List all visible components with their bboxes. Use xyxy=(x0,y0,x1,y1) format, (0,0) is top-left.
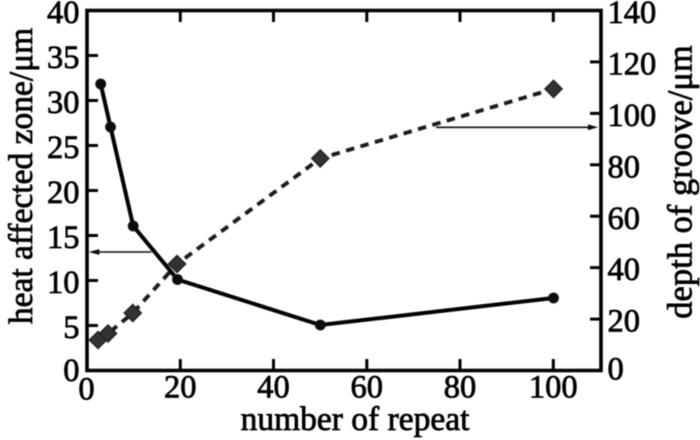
svg-text:5: 5 xyxy=(63,310,79,346)
svg-text:depth of groove/μm: depth of groove/μm xyxy=(662,45,700,319)
svg-text:0: 0 xyxy=(63,353,79,389)
svg-text:20: 20 xyxy=(47,175,80,211)
svg-text:10: 10 xyxy=(47,265,80,301)
svg-text:0: 0 xyxy=(608,352,624,388)
svg-text:35: 35 xyxy=(47,40,80,76)
svg-text:30: 30 xyxy=(47,85,80,121)
svg-text:60: 60 xyxy=(608,201,641,237)
svg-text:25: 25 xyxy=(47,130,80,166)
svg-text:80: 80 xyxy=(444,370,477,406)
svg-text:40: 40 xyxy=(257,370,290,406)
svg-text:80: 80 xyxy=(608,149,641,185)
svg-text:100: 100 xyxy=(608,98,657,134)
svg-text:20: 20 xyxy=(608,304,641,340)
svg-text:60: 60 xyxy=(351,370,384,406)
svg-text:15: 15 xyxy=(47,220,80,256)
svg-text:number of repeat: number of repeat xyxy=(241,401,471,438)
svg-text:40: 40 xyxy=(608,252,641,288)
svg-text:heat affected zone/μm: heat affected zone/μm xyxy=(3,28,40,324)
svg-text:120: 120 xyxy=(608,47,657,83)
svg-text:20: 20 xyxy=(164,370,197,406)
svg-text:40: 40 xyxy=(47,0,80,31)
svg-text:100: 100 xyxy=(529,370,578,406)
svg-text:140: 140 xyxy=(608,0,657,31)
svg-text:0: 0 xyxy=(78,372,94,408)
